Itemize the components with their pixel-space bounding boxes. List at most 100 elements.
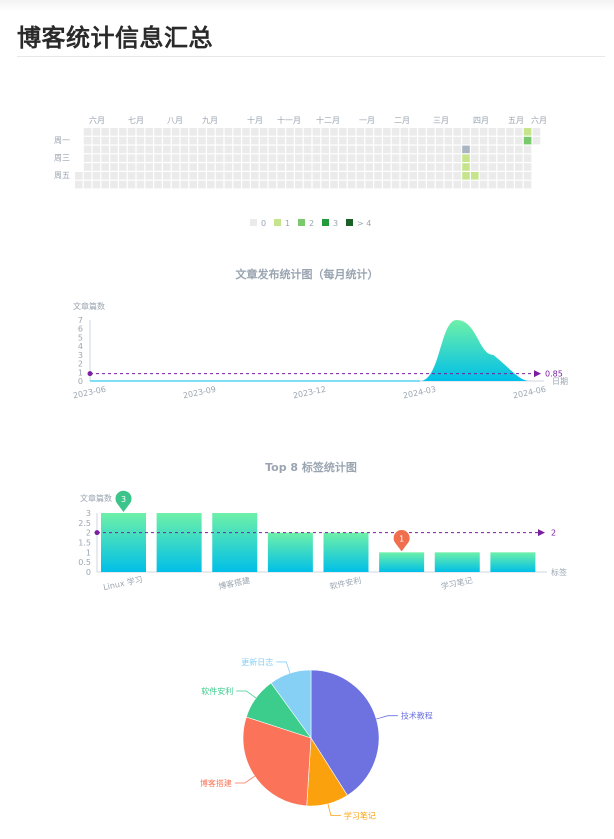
heatmap-cell <box>365 163 373 171</box>
heatmap-cell <box>136 128 145 136</box>
area-x-tick-label: 2024-06 <box>512 385 547 401</box>
heatmap-cell <box>347 154 356 162</box>
pie-label-leader <box>236 690 257 699</box>
heatmap-cell <box>497 172 505 180</box>
heatmap-month-label: 五月 <box>508 116 524 125</box>
heatmap-cell <box>92 136 101 145</box>
heatmap-cell <box>400 172 409 180</box>
bar-average-label: 2 <box>551 529 556 538</box>
heatmap-cell <box>515 180 523 189</box>
heatmap-cell <box>180 128 189 136</box>
heatmap-cell <box>154 128 162 136</box>
heatmap-cell <box>233 128 241 136</box>
heatmap-cell <box>312 154 321 162</box>
heatmap-cell <box>145 136 153 145</box>
heatmap-cell <box>110 172 118 180</box>
heatmap-cell <box>119 180 127 189</box>
heatmap-cell <box>145 145 153 154</box>
heatmap-cell <box>286 180 294 189</box>
heatmap-cell <box>435 163 444 171</box>
heatmap-cell <box>259 172 268 180</box>
heatmap-cell <box>268 163 277 171</box>
area-series-fill <box>420 320 530 381</box>
heatmap-cell <box>242 154 250 162</box>
heatmap-cell <box>356 136 365 145</box>
heatmap-cell <box>506 128 514 136</box>
heatmap-cell <box>330 180 338 189</box>
heatmap-cell <box>286 128 294 136</box>
heatmap-cell <box>251 145 259 154</box>
heatmap-cell <box>154 163 162 171</box>
heatmap-cell <box>339 180 347 189</box>
heatmap-cell <box>523 136 532 145</box>
heatmap-cell <box>365 180 373 189</box>
heatmap-cell <box>119 172 127 180</box>
heatmap-cell <box>189 136 197 145</box>
heatmap-cell <box>321 154 329 162</box>
heatmap-cell <box>374 145 382 154</box>
heatmap-cell <box>312 136 321 145</box>
area-x-tick-label: 2024-03 <box>402 385 437 401</box>
heatmap-cell <box>136 136 145 145</box>
heatmap-cell <box>163 128 171 136</box>
heatmap-cell <box>101 180 109 189</box>
heatmap-month-label: 十一月 <box>277 115 301 125</box>
heatmap-cell <box>101 145 109 154</box>
heatmap-cell <box>339 163 347 171</box>
heatmap-cell <box>427 128 435 136</box>
heatmap-cell <box>515 136 523 145</box>
heatmap-cell <box>391 172 400 180</box>
heatmap-cell <box>136 145 145 154</box>
heatmap-cell <box>347 172 356 180</box>
page-title: 博客统计信息汇总 <box>17 24 213 52</box>
heatmap-cell <box>277 145 285 154</box>
heatmap-cell <box>330 163 338 171</box>
bar-y-tick-label: 0.5 <box>78 558 91 567</box>
heatmap-cell <box>303 128 312 136</box>
heatmap-cell <box>92 128 101 136</box>
heatmap-cell <box>154 145 162 154</box>
heatmap-cell <box>400 128 409 136</box>
heatmap-cell <box>277 154 285 162</box>
heatmap-cell <box>391 180 400 189</box>
legend-label: > 4 <box>357 219 371 228</box>
bar <box>490 552 536 572</box>
heatmap-cell <box>418 145 426 154</box>
heatmap-cell <box>339 136 347 145</box>
heatmap-cell <box>277 136 285 145</box>
heatmap-cell <box>163 172 171 180</box>
heatmap-cell <box>127 136 136 145</box>
heatmap-cell <box>488 136 497 145</box>
heatmap-month-label: 六月 <box>89 115 105 125</box>
legend-swatch <box>274 219 281 226</box>
heatmap-cell <box>488 172 497 180</box>
heatmap-cell <box>145 180 153 189</box>
heatmap-cell <box>383 172 391 180</box>
heatmap-cell <box>268 136 277 145</box>
heatmap-cell <box>427 163 435 171</box>
heatmap-cell <box>347 145 356 154</box>
heatmap-cell <box>251 180 259 189</box>
heatmap-cell <box>145 172 153 180</box>
heatmap-cell <box>435 145 444 154</box>
area-y-tick-label: 1 <box>78 368 83 377</box>
heatmap-cell <box>339 154 347 162</box>
heatmap-cell <box>462 172 470 180</box>
heatmap-month-label: 六月 <box>531 115 547 125</box>
heatmap-cell <box>321 136 329 145</box>
heatmap-cell <box>356 145 365 154</box>
heatmap-cell <box>444 172 453 180</box>
heatmap-cell <box>242 128 250 136</box>
heatmap-cell <box>268 172 277 180</box>
title-divider <box>17 56 605 57</box>
heatmap-weekday-label: 周一 <box>54 136 70 145</box>
heatmap-cell <box>110 145 118 154</box>
heatmap-cell <box>497 163 505 171</box>
heatmap-cell <box>268 128 277 136</box>
heatmap-cell <box>180 163 189 171</box>
heatmap-cell <box>163 145 171 154</box>
heatmap-cell <box>154 172 162 180</box>
legend-label: 2 <box>309 219 314 228</box>
heatmap-month-label: 八月 <box>167 116 183 125</box>
heatmap-cell <box>515 154 523 162</box>
